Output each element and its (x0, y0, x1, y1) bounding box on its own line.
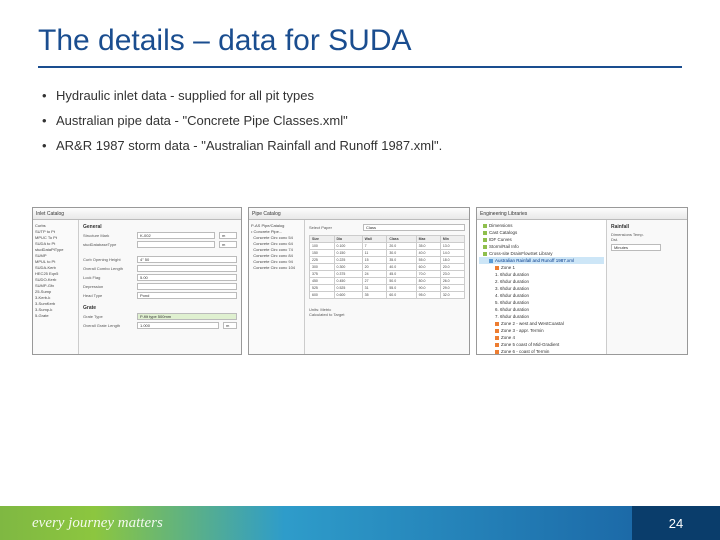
table-header: Dia (334, 236, 362, 243)
bullet-item: Hydraulic inlet data - supplied for all … (42, 88, 682, 103)
window-title: Inlet Catalog (36, 211, 64, 217)
pipe-table: Size Dia Wall Class Max Min 1000.100720.… (309, 235, 465, 299)
tree-item: Cross-site DrainFlowSet Library (479, 250, 604, 257)
table-row: 4500.4502750.080.026.0 (310, 278, 465, 285)
sidebar-item: Concrete Circ conc 104 (251, 265, 302, 271)
dropdown: Class (363, 224, 465, 231)
field-value: 1.000 (137, 322, 219, 329)
field-label: Select Paper (309, 225, 359, 230)
table-row: 3750.3752445.070.023.0 (310, 271, 465, 278)
bullet-list: Hydraulic inlet data - supplied for all … (42, 88, 682, 153)
inlet-sidebar: Curbs SUTP to Pt MPUC To Pt SUDA to Pt s… (33, 220, 79, 354)
pipe-sidebar: P-AS Pipe/Catalog • Concrete Pipe... Con… (249, 220, 305, 354)
tree-item: Zone 6 - coast of Termin (479, 348, 604, 354)
tree-item: Zone 1 (479, 264, 604, 271)
tree-item: 2. 6hdur duration (479, 278, 604, 285)
unit-field: m (223, 322, 237, 329)
field-label: Dimensions Temp. Dst. (611, 232, 651, 242)
field-label: studDatabaseType (83, 242, 133, 247)
table-row: 2250.2251535.055.018.0 (310, 257, 465, 264)
footer-gradient: every journey matters (0, 506, 632, 540)
field-value (137, 241, 215, 248)
section-header: Grate (83, 305, 237, 311)
field-label: Depression (83, 284, 133, 289)
table-header: Wall (362, 236, 387, 243)
table-row: 3000.3002040.060.020.0 (310, 264, 465, 271)
table-header: Max (416, 236, 440, 243)
field-label: Structure Mark (83, 233, 133, 238)
tree-item: Cast Catalogs (479, 229, 604, 236)
table-header: Class (387, 236, 416, 243)
right-panel: Rainfall Dimensions Temp. Dst. Minutes (607, 220, 687, 354)
tree-item: Storm/Rail Info (479, 243, 604, 250)
note-text: Calculated to Target (309, 312, 465, 317)
field-value: 4" 50 (137, 256, 237, 263)
field-label: Head Type (83, 293, 133, 298)
table-row: 1500.1501130.040.014.0 (310, 250, 465, 257)
title-underline (38, 66, 682, 68)
tree-item: Zone 5 coast of Mid-Gradient (479, 341, 604, 348)
field-value: K-002 (137, 232, 215, 239)
bullet-item: Australian pipe data - "Concrete Pipe Cl… (42, 113, 682, 128)
tree-item: 7. 6hdur duration (479, 313, 604, 320)
unit-field: m (219, 241, 237, 248)
table-header: Size (310, 236, 335, 243)
field-label: Overall Combo Length (83, 266, 133, 271)
slide-title: The details – data for SUDA (38, 24, 682, 58)
dropdown: Minutes (611, 244, 661, 251)
tree-item: IDF Curves (479, 236, 604, 243)
window-title: Pipe Catalog (252, 211, 281, 217)
tree-item: Zone 2 - west and WestCoastal (479, 320, 604, 327)
tree-item: Australian Rainfall and Runoff 1987.xml (479, 257, 604, 264)
field-value (137, 283, 237, 290)
footer: every journey matters 24 (0, 506, 720, 540)
sidebar-item: 5-Grate (35, 313, 76, 319)
window-titlebar: Engineering Libraries (477, 208, 687, 220)
inlet-main: General Structure Mark K-002 m studDatabas… (79, 220, 241, 354)
page-number: 24 (669, 516, 683, 531)
tree-item: Zone 3 - appr. Termin (479, 327, 604, 334)
footer-tagline: every journey matters (32, 515, 163, 532)
tree-item: Dimensions (479, 222, 604, 229)
tree-item: 4. 6hdur duration (479, 292, 604, 299)
field-label: Lock Flag (83, 275, 133, 280)
window-titlebar: Pipe Catalog (249, 208, 469, 220)
field-value (137, 265, 237, 272)
screenshot-row: Inlet Catalog Curbs SUTP to Pt MPUC To P… (38, 207, 682, 355)
tree-item: 3. 6hdur duration (479, 285, 604, 292)
tree-item: 6. 6hdur duration (479, 306, 604, 313)
bullet-item: AR&R 1987 storm data - "Australian Rainf… (42, 138, 682, 153)
screenshot-engineering-libs: Engineering Libraries Dimensions Cast Ca… (476, 207, 688, 355)
pipe-main: Select Paper Class Size Dia Wall Class Ma… (305, 220, 469, 354)
table-header: Min (440, 236, 464, 243)
panel-label: Rainfall (611, 224, 683, 230)
section-header: General (83, 224, 237, 230)
screenshot-inlet-catalog: Inlet Catalog Curbs SUTP to Pt MPUC To P… (32, 207, 242, 355)
tree-panel: Dimensions Cast Catalogs IDF Curves Stor… (477, 220, 607, 354)
field-label: Overall Grate Length (83, 323, 133, 328)
table-row: 1000.100720.035.013.0 (310, 243, 465, 250)
window-titlebar: Inlet Catalog (33, 208, 241, 220)
field-value: 5.00 (137, 274, 237, 281)
unit-field: m (219, 232, 237, 239)
field-value: P-filt type 500mm (137, 313, 237, 320)
field-value: Pond (137, 292, 237, 299)
footer-page-box: 24 (632, 506, 720, 540)
window-title: Engineering Libraries (480, 211, 527, 217)
field-label: Grate Type (83, 314, 133, 319)
tree-item: Zone 4 (479, 334, 604, 341)
table-row: 6000.6003560.095.032.0 (310, 292, 465, 299)
table-row: 5250.5253155.090.029.0 (310, 285, 465, 292)
tree-item: 5. 6hdur duration (479, 299, 604, 306)
field-label: Curb Opening Height (83, 257, 133, 262)
screenshot-pipe-catalog: Pipe Catalog P-AS Pipe/Catalog • Concret… (248, 207, 470, 355)
tree-item: 1. 6hdur duration (479, 271, 604, 278)
